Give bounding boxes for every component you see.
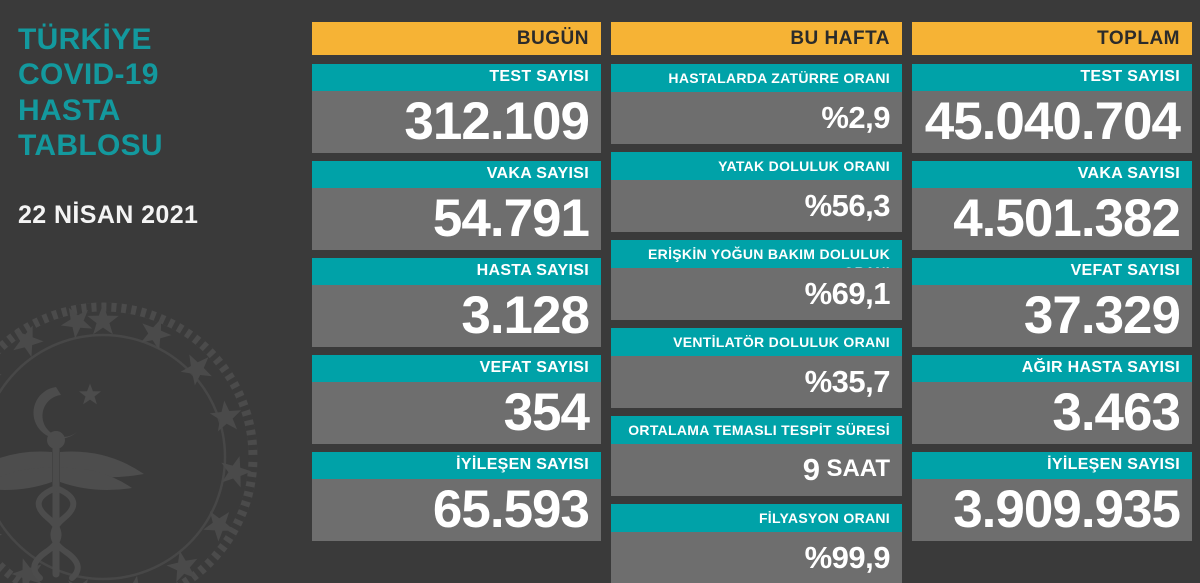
stat-block: ERİŞKİN YOĞUN BAKIM DOLULUK ORANI %69,1: [611, 240, 902, 320]
stat-block: TEST SAYISI 312.109: [312, 64, 601, 153]
stat-value: 54.791: [312, 188, 601, 250]
stat-value: 3.909.935: [912, 479, 1192, 541]
column-header-today: BUGÜN: [312, 22, 601, 55]
stat-block: VEFAT SAYISI 354: [312, 355, 601, 444]
stat-label: FİLYASYON ORANI: [611, 504, 902, 532]
stat-label: İYİLEŞEN SAYISI: [912, 452, 1192, 479]
stat-value: %56,3: [611, 180, 902, 232]
stat-label: VEFAT SAYISI: [312, 355, 601, 382]
stat-label: HASTA SAYISI: [312, 258, 601, 285]
stat-value: 45.040.704: [912, 91, 1192, 153]
stat-label: VENTİLATÖR DOLULUK ORANI: [611, 328, 902, 356]
page-title: TÜRKİYE COVID-19 HASTA TABLOSU: [18, 23, 163, 163]
stat-value: %69,1: [611, 268, 902, 320]
stat-label: ORTALAMA TEMASLI TESPİT SÜRESİ: [611, 416, 902, 444]
stat-label: TEST SAYISI: [912, 64, 1192, 91]
column-header-total: TOPLAM: [912, 22, 1192, 55]
report-date: 22 NİSAN 2021: [18, 200, 199, 229]
stat-value: 65.593: [312, 479, 601, 541]
stat-value-number: 9: [802, 451, 820, 487]
stat-block: ORTALAMA TEMASLI TESPİT SÜRESİ 9 SAAT: [611, 416, 902, 496]
stat-block: YATAK DOLULUK ORANI %56,3: [611, 152, 902, 232]
stat-block: İYİLEŞEN SAYISI 3.909.935: [912, 452, 1192, 541]
stat-block: VENTİLATÖR DOLULUK ORANI %35,7: [611, 328, 902, 408]
stat-value: 312.109: [312, 91, 601, 153]
stat-block: HASTALARDA ZATÜRRE ORANI %2,9: [611, 64, 902, 144]
column-header-week: BU HAFTA: [611, 22, 902, 55]
stat-value: %99,9: [611, 532, 902, 583]
stat-label: TEST SAYISI: [312, 64, 601, 91]
stat-block: İYİLEŞEN SAYISI 65.593: [312, 452, 601, 541]
stat-value: 9 SAAT: [611, 444, 902, 496]
stat-block: VAKA SAYISI 4.501.382: [912, 161, 1192, 250]
stat-block: TEST SAYISI 45.040.704: [912, 64, 1192, 153]
stats-table: BUGÜN TEST SAYISI 312.109 VAKA SAYISI 54…: [312, 22, 1192, 583]
column-week: BU HAFTA HASTALARDA ZATÜRRE ORANI %2,9 Y…: [611, 22, 902, 583]
stat-block: FİLYASYON ORANI %99,9: [611, 504, 902, 583]
stat-value-unit: SAAT: [826, 455, 890, 482]
stat-block: VAKA SAYISI 54.791: [312, 161, 601, 250]
column-today: BUGÜN TEST SAYISI 312.109 VAKA SAYISI 54…: [312, 22, 601, 567]
turkish-ministry-of-health-emblem: [0, 292, 268, 583]
stat-value: 354: [312, 382, 601, 444]
stat-label: HASTALARDA ZATÜRRE ORANI: [611, 64, 902, 92]
stat-label: AĞIR HASTA SAYISI: [912, 355, 1192, 382]
column-total: TOPLAM TEST SAYISI 45.040.704 VAKA SAYIS…: [912, 22, 1192, 567]
stat-block: HASTA SAYISI 3.128: [312, 258, 601, 347]
stat-value: 37.329: [912, 285, 1192, 347]
stat-value: 3.463: [912, 382, 1192, 444]
stat-value: %2,9: [611, 92, 902, 144]
stat-value: 4.501.382: [912, 188, 1192, 250]
stat-value: 3.128: [312, 285, 601, 347]
stat-label: YATAK DOLULUK ORANI: [611, 152, 902, 180]
stat-label: VEFAT SAYISI: [912, 258, 1192, 285]
stat-value: %35,7: [611, 356, 902, 408]
stat-label: İYİLEŞEN SAYISI: [312, 452, 601, 479]
stat-label: ERİŞKİN YOĞUN BAKIM DOLULUK ORANI: [611, 240, 902, 280]
title-block: TÜRKİYE COVID-19 HASTA TABLOSU 22 NİSAN …: [18, 22, 298, 230]
stat-label: VAKA SAYISI: [312, 161, 601, 188]
stat-label: VAKA SAYISI: [912, 161, 1192, 188]
stat-block: VEFAT SAYISI 37.329: [912, 258, 1192, 347]
stat-block: AĞIR HASTA SAYISI 3.463: [912, 355, 1192, 444]
